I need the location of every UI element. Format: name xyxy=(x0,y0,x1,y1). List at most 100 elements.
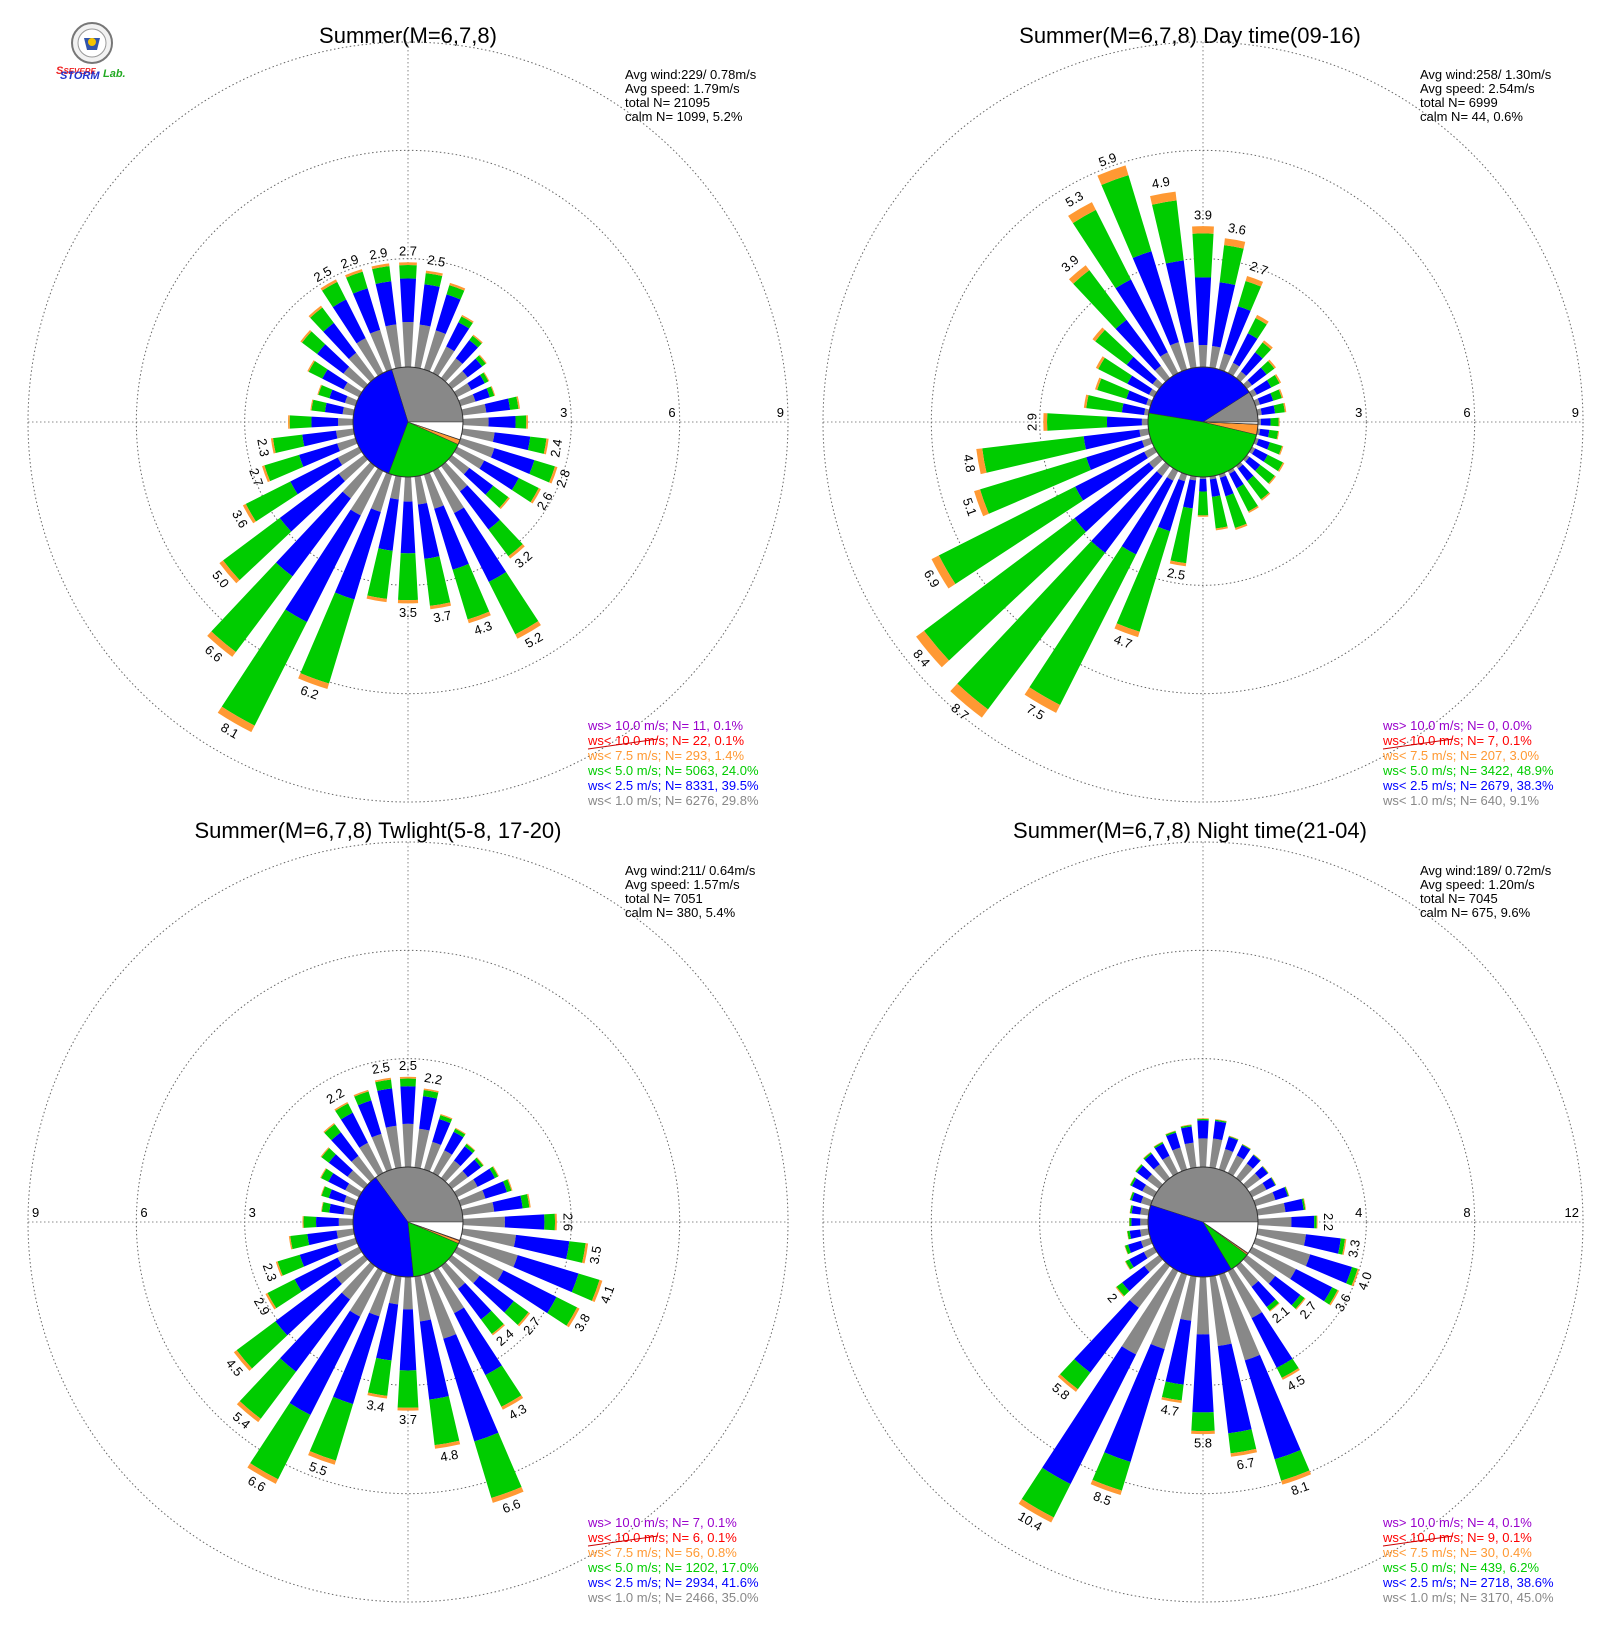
bar-290-lt25 xyxy=(328,1189,347,1203)
bar-290-lt25 xyxy=(329,389,348,403)
pie-outline xyxy=(352,1166,464,1278)
bar-180-lt50 xyxy=(1191,1412,1215,1432)
bar-30-lt10ms xyxy=(1227,362,1240,376)
bar-180-lt10ms xyxy=(403,1276,413,1310)
bar-330-lt25 xyxy=(1154,1143,1170,1160)
bar-270-lt10ms xyxy=(338,418,354,426)
bar-10-lt75 xyxy=(1215,1118,1227,1122)
bar-90-lt75 xyxy=(1278,417,1280,427)
stat-line: total N= 7051 xyxy=(625,891,703,906)
legend-entry-lt10ms: ws< 1.0 m/s; N= 6276, 29.8% xyxy=(587,793,759,808)
bar-220-lt50 xyxy=(211,562,293,653)
bar-340-lt75 xyxy=(345,269,363,278)
bar-250-lt75 xyxy=(275,1261,283,1277)
bar-40-lt75 xyxy=(472,334,483,344)
bar-10-lt50 xyxy=(423,1090,439,1099)
bar-140-lt50 xyxy=(1266,1299,1279,1311)
bar-70-lt75 xyxy=(1278,388,1284,399)
bar-340-lt50 xyxy=(1101,175,1152,259)
bar-240-lt25 xyxy=(1129,1251,1148,1268)
bar-350-lt75 xyxy=(1180,1124,1192,1127)
bar-210-lt10ms xyxy=(1166,468,1179,481)
bar-value-label: 5.9 xyxy=(1096,150,1118,170)
radial-tick-label: 3 xyxy=(249,1205,256,1220)
radial-tick-label: 6 xyxy=(1463,405,1470,420)
legend-entry-lt25: ws< 2.5 m/s; N= 2679, 38.3% xyxy=(1382,778,1554,793)
bar-190-lt25 xyxy=(1183,479,1197,509)
pie-outline xyxy=(1147,366,1259,478)
bar-350-lt75 xyxy=(374,1077,392,1083)
bar-20-lt10ms xyxy=(1218,1149,1234,1172)
bar-90-lt10ms xyxy=(1257,418,1261,426)
radial-tick-label: 9 xyxy=(1572,405,1579,420)
bar-value-label: 4.8 xyxy=(960,453,978,473)
bar-270-lt75 xyxy=(302,1216,304,1228)
bar-120-lt75 xyxy=(566,1307,580,1328)
bar-260-lt25 xyxy=(302,430,338,447)
bar-20-lt10ms xyxy=(423,330,446,372)
bar-120-lt50 xyxy=(1324,1287,1338,1305)
bar-150-lt25 xyxy=(454,507,507,582)
bar-130-lt50 xyxy=(1255,464,1275,484)
bar-340-lt50 xyxy=(346,271,368,294)
bar-200-lt50 xyxy=(1092,1452,1131,1491)
bar-120-lt10ms xyxy=(454,1246,504,1281)
bar-30-lt10ms xyxy=(1227,1155,1244,1176)
legend-strike-line xyxy=(587,738,659,750)
bar-330-lt10ms xyxy=(1162,1155,1179,1176)
bar-130-lt50 xyxy=(504,1301,529,1326)
bar-0-lt10ms xyxy=(402,322,414,368)
logo-storm-text: STORM xyxy=(60,70,100,82)
bar-60-lt75 xyxy=(483,372,490,382)
bar-value-label: 5.1 xyxy=(960,496,980,518)
bar-20-lt50 xyxy=(439,1115,452,1124)
bar-330-lt25 xyxy=(1115,279,1168,357)
bar-100-lt50 xyxy=(1268,429,1279,440)
bar-value-label: 2.3 xyxy=(260,1261,280,1283)
stat-line: calm N= 1099, 5.2% xyxy=(625,109,743,124)
bar-290-lt25 xyxy=(1126,390,1149,405)
bar-150-lt25 xyxy=(1251,1312,1293,1368)
panel-title: Summer(M=6,7,8) Day time(09-16) xyxy=(1019,23,1361,48)
bar-120-lt25 xyxy=(479,460,519,490)
bar-310-lt10ms xyxy=(343,366,368,390)
bar-90-lt25 xyxy=(504,1214,545,1230)
bar-210-lt50 xyxy=(250,1402,311,1480)
bar-60-lt10ms xyxy=(454,1179,478,1198)
bar-90-lt10ms xyxy=(462,417,489,427)
bar-120-lt50 xyxy=(1263,454,1283,472)
bar-0-lt75 xyxy=(399,1076,417,1079)
bar-250-lt50 xyxy=(277,1254,305,1276)
bar-350-lt75 xyxy=(1150,191,1177,205)
bar-60-lt50 xyxy=(479,372,489,384)
bar-140-lt75 xyxy=(1269,1302,1280,1312)
bar-230-lt75 xyxy=(916,630,950,668)
bar-50-lt10ms xyxy=(448,1170,468,1190)
bar-200-lt10ms xyxy=(369,1272,393,1317)
bar-140-lt25 xyxy=(458,1282,492,1320)
legend-entry-lt25: ws< 2.5 m/s; N= 8331, 39.5% xyxy=(587,778,759,793)
bar-150-lt10ms xyxy=(432,468,464,514)
bar-70-lt50 xyxy=(1284,1186,1289,1197)
bar-20-lt25 xyxy=(435,294,461,335)
bar-140-lt50 xyxy=(1247,475,1270,500)
bar-130-lt75 xyxy=(517,1312,531,1327)
bar-320-lt75 xyxy=(323,1123,335,1133)
bar-160-lt50 xyxy=(1225,493,1247,528)
bar-0-lt25 xyxy=(1197,1120,1209,1139)
bar-70-lt50 xyxy=(503,1179,512,1193)
bar-50-lt75 xyxy=(1267,359,1276,369)
bar-250-lt25 xyxy=(1086,440,1145,471)
bar-210-lt25 xyxy=(1042,1346,1137,1485)
bar-230-lt25 xyxy=(1074,462,1154,532)
bar-150-lt25 xyxy=(1229,470,1244,489)
stat-line: total N= 7045 xyxy=(1420,891,1498,906)
bar-230-lt50 xyxy=(236,1321,288,1369)
bar-160-lt10ms xyxy=(423,472,444,509)
bar-60-lt75 xyxy=(1271,1177,1277,1186)
bar-160-lt75 xyxy=(1235,523,1248,530)
bar-160-lt50 xyxy=(452,563,490,620)
bar-220-lt75 xyxy=(236,1401,261,1423)
bar-110-lt10ms xyxy=(1253,437,1259,445)
bar-0-lt75 xyxy=(399,262,417,266)
